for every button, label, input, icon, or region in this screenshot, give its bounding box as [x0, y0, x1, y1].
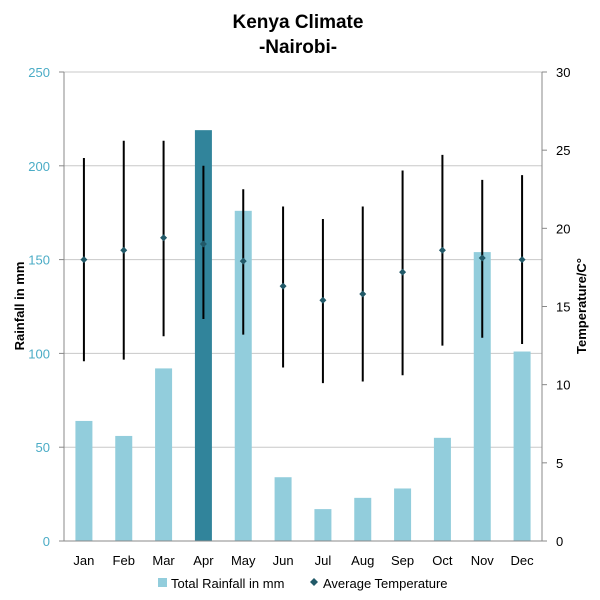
legend-temperature-marker	[310, 578, 318, 586]
rainfall-bar-jul	[314, 509, 332, 541]
rainfall-bar-may	[234, 210, 252, 541]
temperature-point-jul	[319, 296, 327, 304]
x-tick-label: Jan	[73, 553, 94, 568]
gridlines	[64, 71, 542, 542]
axes	[63, 72, 543, 542]
rainfall-bar-jun	[274, 477, 292, 541]
rainfall-bar-jan	[75, 420, 93, 541]
x-tick-label: Dec	[511, 553, 535, 568]
rainfall-bar-sep	[394, 488, 412, 541]
legend: Total Rainfall in mm Average Temperature	[158, 576, 448, 591]
chart-title: Kenya Climate	[233, 12, 364, 33]
temperature-point-nov	[478, 254, 486, 262]
x-axis-ticks: Jan Feb Mar Apr May Jun Jul Aug Sep Oct Nov Dec	[73, 553, 534, 568]
left-tick-label: 50	[36, 440, 50, 455]
temperature-point-may	[239, 257, 247, 265]
rainfall-bar-apr	[194, 130, 212, 541]
temperature-point-sep	[399, 268, 407, 276]
right-axis-ticks: 0 5 10 15 20 25 30	[542, 65, 570, 549]
rainfall-bar-nov	[473, 252, 491, 541]
right-tick-label: 5	[556, 456, 563, 471]
right-tick-label: 25	[556, 143, 570, 158]
temperature-point-feb	[120, 246, 128, 254]
rainfall-bar-aug	[354, 497, 372, 541]
x-tick-label: Apr	[193, 553, 214, 568]
temperature-ranges	[82, 140, 524, 384]
x-tick-label: May	[231, 553, 256, 568]
legend-rainfall-label: Total Rainfall in mm	[171, 576, 284, 591]
rainfall-bars	[75, 130, 531, 541]
legend-temperature-label: Average Temperature	[323, 576, 448, 591]
left-tick-label: 250	[28, 65, 50, 80]
x-tick-label: Nov	[471, 553, 495, 568]
rainfall-bar-feb	[115, 435, 133, 541]
left-axis-title: Rainfall in mm	[12, 262, 27, 351]
x-tick-label: Oct	[432, 553, 453, 568]
left-tick-label: 100	[28, 346, 50, 361]
legend-rainfall-swatch	[158, 578, 167, 587]
right-tick-label: 10	[556, 378, 570, 393]
left-tick-label: 0	[43, 534, 50, 549]
rainfall-bar-oct	[433, 437, 451, 541]
x-tick-label: Aug	[351, 553, 374, 568]
left-tick-label: 150	[28, 253, 50, 268]
x-tick-label: Mar	[152, 553, 175, 568]
x-tick-label: Feb	[113, 553, 135, 568]
right-tick-label: 0	[556, 534, 563, 549]
left-tick-label: 200	[28, 159, 50, 174]
chart-subtitle: -Nairobi-	[259, 37, 337, 58]
temperature-point-apr	[199, 240, 207, 248]
temperature-point-jun	[279, 282, 287, 290]
temperature-point-aug	[359, 290, 367, 298]
temperature-point-oct	[438, 246, 446, 254]
right-tick-label: 30	[556, 65, 570, 80]
temperature-markers	[80, 234, 526, 304]
temperature-point-dec	[518, 256, 526, 264]
right-tick-label: 15	[556, 300, 570, 315]
right-tick-label: 20	[556, 221, 570, 236]
right-axis-title: Temperature/C°	[574, 258, 589, 354]
rainfall-bar-mar	[155, 368, 173, 541]
temperature-point-jan	[80, 256, 88, 264]
temperature-point-mar	[160, 234, 168, 242]
rainfall-bar-dec	[513, 351, 531, 541]
x-tick-label: Sep	[391, 553, 414, 568]
x-tick-label: Jul	[315, 553, 332, 568]
left-axis-ticks: 0 50 100 150 200 250	[28, 65, 64, 549]
x-tick-label: Jun	[273, 553, 294, 568]
